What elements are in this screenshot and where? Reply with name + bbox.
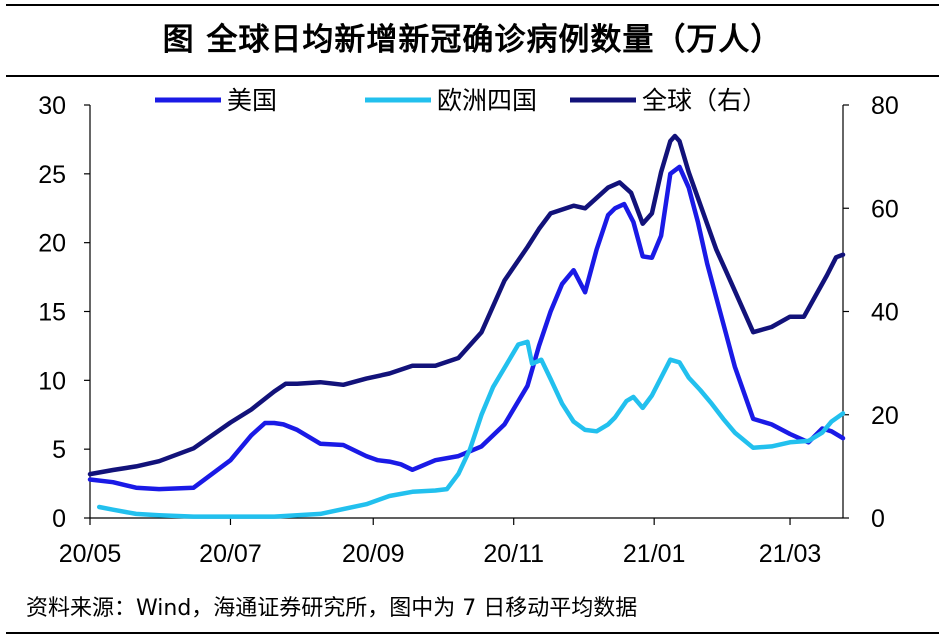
left-tick-label: 0 [52, 505, 66, 533]
right-tick-label: 20 [871, 402, 899, 430]
right-tick-label: 40 [871, 299, 899, 327]
series-line-europe4 [96, 339, 846, 519]
x-tick-label: 21/03 [759, 540, 822, 568]
x-tick-label: 20/05 [59, 540, 122, 568]
source-note: 资料来源：Wind，海通证券研究所，图中为 7 日移动平均数据 [26, 596, 638, 621]
left-tick-label: 30 [38, 92, 66, 120]
x-tick-label: 21/01 [623, 540, 686, 568]
series-layer [87, 133, 846, 519]
series-line-us [87, 164, 846, 492]
series-line-global [87, 133, 846, 477]
x-tick-label: 20/07 [199, 540, 262, 568]
x-tick-label: 20/09 [342, 540, 405, 568]
line-chart: 0 5 10 15 20 25 30 0 20 40 60 80 20/05 20/07 20/09 20/1… [38, 86, 899, 568]
legend-item-europe4-label: 欧洲四国 [437, 86, 537, 115]
right-tick-label: 80 [871, 92, 899, 120]
x-tick-label: 20/11 [483, 540, 544, 568]
left-tick-label: 10 [38, 367, 66, 395]
left-tick-label: 25 [38, 161, 66, 189]
left-tick-label: 15 [38, 299, 66, 327]
title-rule [6, 75, 939, 77]
legend: 美国 欧洲四国 全球（右） [155, 86, 767, 115]
chart-title: 图 全球日均新增新冠确诊病例数量（万人） [162, 22, 783, 58]
top-rule [6, 4, 939, 6]
right-tick-label: 0 [871, 505, 885, 533]
left-tick-label: 5 [52, 436, 66, 464]
legend-item-us-label: 美国 [227, 86, 277, 115]
axes-layer: 0 5 10 15 20 25 30 0 20 40 60 80 20/05 20/07 20/09 20/1… [38, 92, 899, 568]
right-tick-label: 60 [871, 195, 899, 223]
left-tick-label: 20 [38, 230, 66, 258]
legend-item-global-label: 全球（右） [642, 86, 767, 115]
bottom-rule [6, 632, 939, 634]
